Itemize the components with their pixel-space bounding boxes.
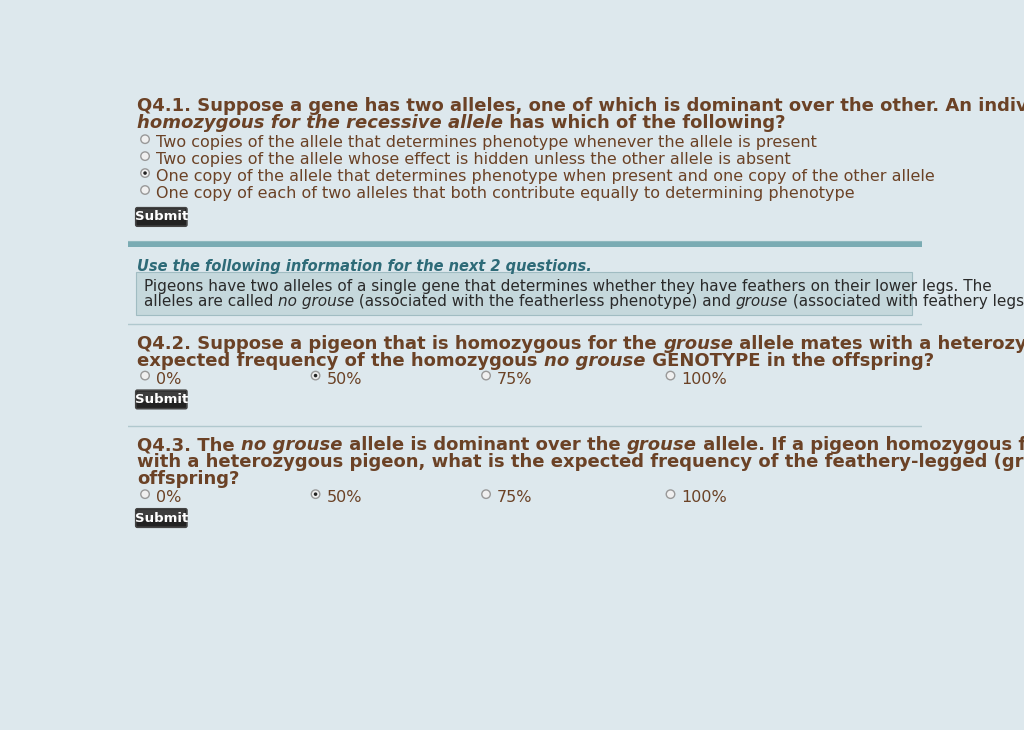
FancyBboxPatch shape bbox=[137, 510, 185, 520]
Text: offspring?: offspring? bbox=[137, 470, 240, 488]
Circle shape bbox=[667, 372, 675, 380]
Text: One copy of the allele that determines phenotype when present and one copy of th: One copy of the allele that determines p… bbox=[156, 169, 935, 184]
Text: 75%: 75% bbox=[497, 372, 532, 387]
Circle shape bbox=[140, 169, 150, 177]
Text: 0%: 0% bbox=[156, 372, 181, 387]
Circle shape bbox=[140, 135, 150, 143]
Text: Pigeons have two alleles of a single gene that determines whether they have feat: Pigeons have two alleles of a single gen… bbox=[143, 279, 991, 293]
Text: Q4.3. The: Q4.3. The bbox=[137, 437, 242, 454]
Text: 100%: 100% bbox=[681, 372, 727, 387]
Text: 100%: 100% bbox=[681, 491, 727, 505]
Text: allele mates with a heterozygous pigeon. What is the: allele mates with a heterozygous pigeon.… bbox=[733, 335, 1024, 353]
FancyBboxPatch shape bbox=[136, 391, 187, 409]
Circle shape bbox=[313, 374, 317, 377]
Circle shape bbox=[313, 492, 317, 496]
Text: GENOTYPE in the offspring?: GENOTYPE in the offspring? bbox=[645, 352, 934, 369]
Circle shape bbox=[140, 372, 150, 380]
Text: has which of the following?: has which of the following? bbox=[504, 114, 785, 132]
Text: grouse: grouse bbox=[627, 437, 696, 454]
Text: Two copies of the allele whose effect is hidden unless the other allele is absen: Two copies of the allele whose effect is… bbox=[156, 153, 791, 167]
Text: allele. If a pigeon homozygous for the: allele. If a pigeon homozygous for the bbox=[696, 437, 1024, 454]
Bar bbox=[128, 242, 922, 247]
FancyBboxPatch shape bbox=[137, 391, 185, 401]
Text: Submit: Submit bbox=[135, 393, 188, 406]
Text: grouse: grouse bbox=[736, 294, 788, 309]
Circle shape bbox=[143, 172, 146, 175]
Text: (associated with the featherless phenotype) and: (associated with the featherless phenoty… bbox=[354, 294, 736, 309]
Text: (associated with feathery legs).: (associated with feathery legs). bbox=[788, 294, 1024, 309]
Text: alleles are called: alleles are called bbox=[143, 294, 278, 309]
FancyBboxPatch shape bbox=[136, 272, 912, 315]
Circle shape bbox=[311, 490, 319, 499]
Text: Q4.2. Suppose a pigeon that is homozygous for the: Q4.2. Suppose a pigeon that is homozygou… bbox=[137, 335, 664, 353]
Circle shape bbox=[140, 185, 150, 194]
Text: Two copies of the allele that determines phenotype whenever the allele is presen: Two copies of the allele that determines… bbox=[156, 135, 817, 150]
Text: homozygous for the recessive allele: homozygous for the recessive allele bbox=[137, 114, 504, 132]
Circle shape bbox=[481, 372, 490, 380]
Text: 75%: 75% bbox=[497, 491, 532, 505]
Text: 0%: 0% bbox=[156, 491, 181, 505]
Circle shape bbox=[667, 490, 675, 499]
Text: no grouse: no grouse bbox=[278, 294, 354, 309]
Circle shape bbox=[311, 372, 319, 380]
Text: Submit: Submit bbox=[135, 512, 188, 525]
FancyBboxPatch shape bbox=[136, 208, 187, 226]
FancyBboxPatch shape bbox=[136, 509, 187, 527]
Text: Q4.1. Suppose a gene has two alleles, one of which is dominant over the other. A: Q4.1. Suppose a gene has two alleles, on… bbox=[137, 97, 1024, 115]
Text: no grouse: no grouse bbox=[242, 437, 343, 454]
Circle shape bbox=[481, 490, 490, 499]
Text: allele is dominant over the: allele is dominant over the bbox=[343, 437, 627, 454]
Text: expected frequency of the homozygous: expected frequency of the homozygous bbox=[137, 352, 544, 369]
Circle shape bbox=[140, 152, 150, 161]
Text: One copy of each of two alleles that both contribute equally to determining phen: One copy of each of two alleles that bot… bbox=[156, 186, 854, 201]
Text: Use the following information for the next 2 questions.: Use the following information for the ne… bbox=[137, 258, 592, 274]
Text: 50%: 50% bbox=[327, 491, 361, 505]
Text: grouse: grouse bbox=[664, 335, 733, 353]
Circle shape bbox=[140, 490, 150, 499]
Text: Submit: Submit bbox=[135, 210, 188, 223]
Text: no grouse: no grouse bbox=[544, 352, 645, 369]
Text: with a heterozygous pigeon, what is the expected frequency of the feathery-legge: with a heterozygous pigeon, what is the … bbox=[137, 453, 1024, 472]
Text: 50%: 50% bbox=[327, 372, 361, 387]
FancyBboxPatch shape bbox=[137, 209, 185, 218]
